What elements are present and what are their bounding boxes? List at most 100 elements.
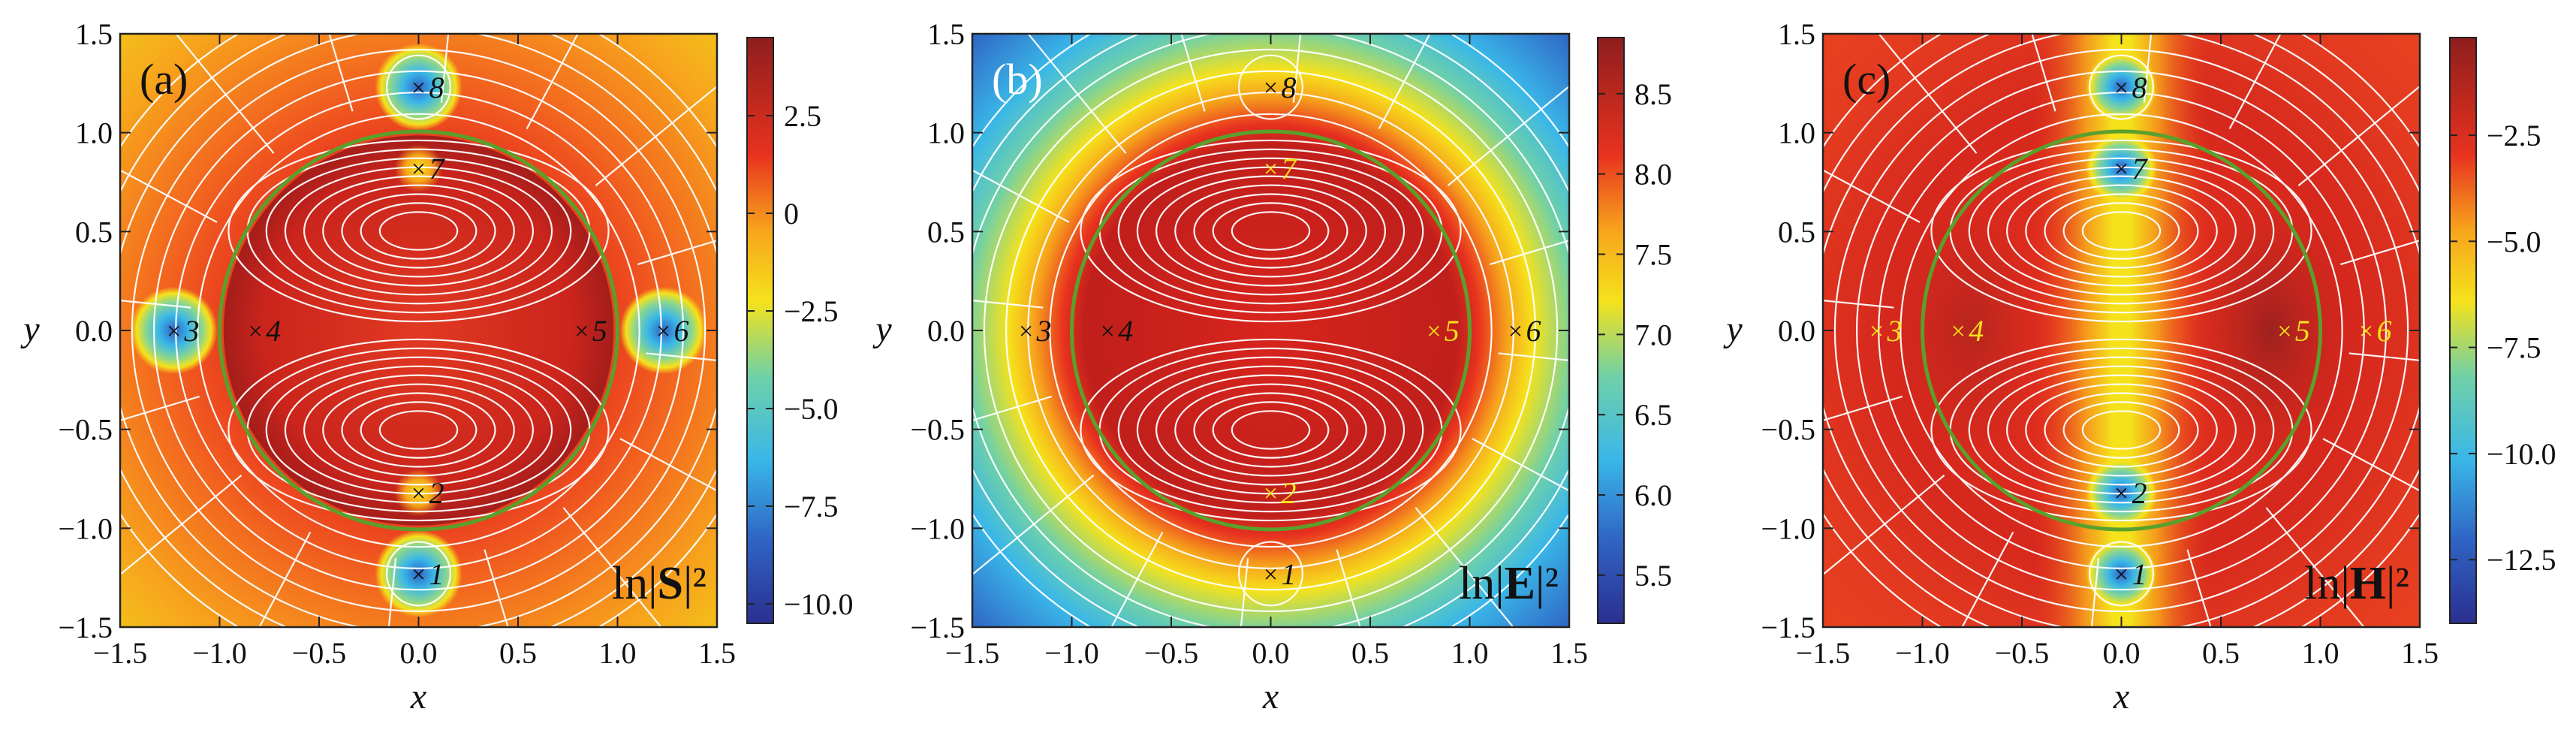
y-tick-label: 1.5	[1778, 17, 1815, 51]
plot-area	[120, 34, 717, 627]
field-spot-8	[375, 43, 462, 131]
streamline-inner-upper	[1080, 139, 1462, 323]
streamline-radial	[175, 34, 275, 154]
streamlines	[1823, 34, 2420, 627]
y-tick-label: 1.5	[75, 17, 113, 51]
streamline-outer-upper	[175, 92, 662, 331]
colorbar-tick-label: 7.0	[1634, 318, 1672, 351]
streamline-outer-upper	[131, 48, 707, 331]
x-tick-label: −1.5	[93, 636, 148, 670]
colorbar-tick-label: 6.0	[1634, 478, 1672, 512]
streamline-outer-lower	[120, 403, 717, 627]
point-label: 6	[673, 314, 688, 348]
streamline-outer-upper	[1900, 113, 2343, 331]
y-tick-label: 0.0	[75, 314, 113, 348]
streamline-outer-lower	[120, 467, 717, 627]
field-label: ln|E|²	[1459, 558, 1559, 609]
point-3: × 3	[1019, 314, 1052, 348]
field-label: ln|H|²	[2304, 558, 2409, 609]
streamline-radial	[619, 438, 717, 492]
streamline-outer-lower	[152, 330, 685, 591]
y-tick-label: 0.0	[927, 314, 965, 348]
streamline-outer-lower	[972, 467, 1569, 627]
point-marker: ×	[1869, 318, 1884, 345]
x-tick-label: 0.5	[1351, 636, 1389, 670]
streamline-radial	[1180, 34, 1206, 112]
streamline-inner-upper	[1930, 139, 2312, 323]
y-tick-label: 0.5	[927, 215, 965, 249]
streamline-inner-upper	[360, 202, 478, 260]
point-marker: ×	[574, 318, 589, 345]
field-spot-6	[619, 286, 707, 375]
streamline-loop	[385, 54, 451, 120]
streamline-radial	[1823, 169, 1921, 223]
streamline-radial	[1240, 558, 1249, 627]
streamline-inner-lower	[322, 383, 515, 477]
x-tick-label: −0.5	[1995, 636, 2050, 670]
streamline-inner-lower	[2006, 374, 2237, 486]
point-marker: ×	[1951, 318, 1966, 345]
streamline-outer-upper	[1855, 70, 2388, 331]
field-label-symbol: S	[658, 558, 683, 609]
point-1: × 1	[1264, 557, 1297, 591]
colorbar-tick-label: 0	[784, 197, 799, 231]
colorbar-tick-label: 5.5	[1634, 559, 1672, 593]
y-tick-label: −0.5	[1761, 413, 1815, 447]
streamline-radial	[328, 34, 354, 112]
streamline-radial	[1489, 240, 1569, 266]
field-spot-8	[2085, 51, 2158, 123]
y-tick-label: −1.0	[910, 511, 965, 545]
streamline-outer-upper	[1823, 34, 2420, 258]
streamline-outer-lower	[197, 330, 640, 548]
x-tick-label: 0.0	[400, 636, 438, 670]
streamline-radial	[1447, 85, 1569, 186]
streamline-inner-lower	[1968, 356, 2275, 504]
streamline-inner-lower	[1193, 392, 1348, 468]
streamline-outer-lower	[131, 330, 707, 613]
x-axis-title: x	[410, 677, 426, 716]
streamline-inner-lower	[1174, 383, 1367, 477]
point-marker: ×	[656, 318, 670, 345]
field-spot-3	[130, 286, 218, 375]
x-tick-label: −1.0	[1044, 636, 1099, 670]
streamline-radial	[1472, 438, 1569, 492]
point-label: 5	[2295, 314, 2310, 348]
streamline-outer-lower	[1900, 330, 2343, 548]
point-label: 4	[266, 314, 281, 348]
point-1: × 1	[411, 557, 444, 591]
streamline-inner-lower	[2025, 383, 2218, 477]
streamline-outer-lower	[1823, 403, 2420, 627]
point-6: × 6	[1508, 314, 1541, 348]
x-tick-label: −1.5	[945, 636, 1000, 670]
point-marker: ×	[2114, 155, 2129, 183]
streamline-inner-upper	[2025, 184, 2218, 278]
y-tick-label: 0.5	[1778, 215, 1815, 249]
point-7: × 7	[1264, 152, 1298, 186]
y-tick-label: −0.5	[58, 413, 113, 447]
field-spot-1	[2085, 538, 2158, 610]
point-8: × 8	[411, 71, 444, 104]
panel-label: (c)	[1842, 55, 1891, 104]
streamline-radial	[120, 300, 191, 309]
colorbar-tick-label: −7.5	[2487, 331, 2541, 365]
panel-label: (b)	[992, 55, 1043, 104]
streamline-inner-upper	[1987, 166, 2256, 296]
x-tick-label: 1.5	[1550, 636, 1588, 670]
streamline-outer-lower	[1005, 330, 1537, 591]
streamline-outer-upper	[197, 113, 640, 331]
streamline-radial	[1292, 34, 1302, 103]
point-marker: ×	[1508, 318, 1523, 345]
y-tick-label: 1.0	[927, 116, 965, 150]
point-marker: ×	[2114, 480, 2129, 508]
point-marker: ×	[1264, 561, 1278, 589]
field-core	[223, 135, 614, 526]
streamline-radial	[1336, 549, 1361, 627]
streamline-radial	[972, 169, 1070, 223]
streamline-inner-lower	[1080, 338, 1462, 522]
streamline-radial	[595, 85, 717, 186]
streamline-radial	[646, 352, 717, 361]
colorbar-tick-label: 6.5	[1634, 398, 1672, 432]
streamline-inner-upper	[2044, 193, 2199, 269]
x-tick-label: 1.0	[1451, 636, 1489, 670]
